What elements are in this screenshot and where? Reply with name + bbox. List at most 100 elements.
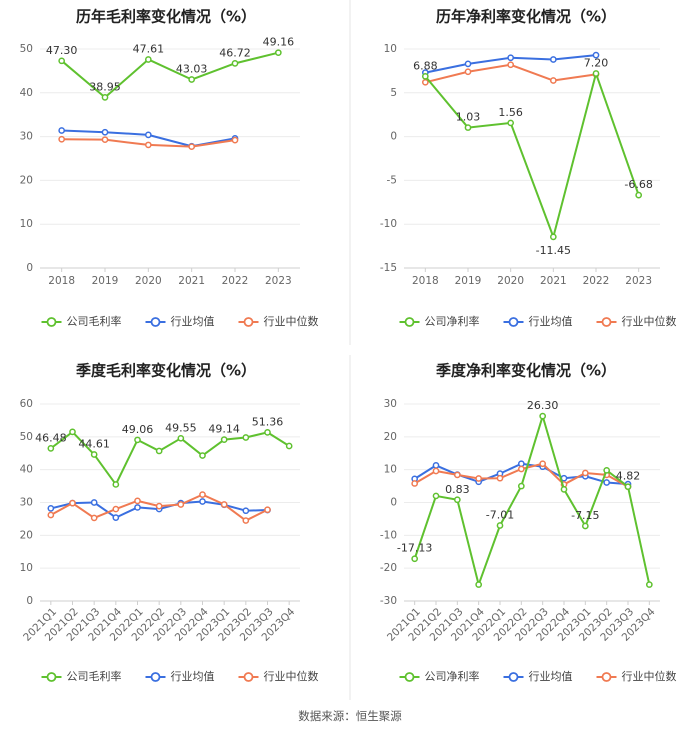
legend-item[interactable]: 公司毛利率 xyxy=(41,669,122,683)
data-point-company xyxy=(549,233,557,241)
data-point-avg xyxy=(507,54,515,62)
data-point-company xyxy=(188,76,196,83)
y-tick-label: 0 xyxy=(26,262,33,274)
data-point-company xyxy=(421,72,429,80)
legend-item[interactable]: 行业均值 xyxy=(503,315,573,328)
data-label: 1.03 xyxy=(456,111,481,124)
series-median xyxy=(47,491,271,524)
data-point-avg xyxy=(134,504,141,511)
data-point-avg xyxy=(101,128,109,136)
data-point-avg xyxy=(464,60,472,68)
data-point-company xyxy=(155,447,163,455)
data-label: 1.56 xyxy=(498,106,523,119)
data-label: -7.01 xyxy=(486,509,514,522)
data-label: 51.36 xyxy=(252,415,284,428)
series-line-company xyxy=(50,430,290,486)
legend-swatch-marker xyxy=(243,672,254,682)
data-point-company xyxy=(453,496,461,504)
data-point-median xyxy=(432,467,440,475)
legend-swatch-marker xyxy=(243,317,254,327)
y-tick-label: 20 xyxy=(20,174,33,186)
chart-panel-4: 季度净利率变化情况（%）-30-20-1001020302021Q12021Q2… xyxy=(380,362,677,684)
legend-label: 行业均值 xyxy=(529,670,573,683)
y-tick-label: 50 xyxy=(20,43,33,55)
data-point-company xyxy=(581,522,589,530)
legend-item[interactable]: 行业中位数 xyxy=(596,314,677,328)
data-label: 47.30 xyxy=(46,44,78,57)
legend-item[interactable]: 行业中位数 xyxy=(238,669,319,683)
data-point-median xyxy=(58,135,66,143)
data-point-company xyxy=(464,124,472,131)
legend-label: 公司净利率 xyxy=(425,669,480,683)
legend-item[interactable]: 行业均值 xyxy=(145,670,215,683)
legend-swatch-marker xyxy=(150,672,161,682)
data-point-median xyxy=(507,61,515,69)
y-tick-label: 20 xyxy=(384,431,397,443)
series-median xyxy=(58,135,239,151)
y-tick-label: 0 xyxy=(390,131,397,143)
data-point-company xyxy=(47,445,55,452)
data-point-median xyxy=(475,475,483,482)
legend-label: 行业均值 xyxy=(529,315,573,328)
legend-item[interactable]: 行业均值 xyxy=(145,315,215,328)
y-tick-label: 50 xyxy=(20,431,33,443)
data-point-company xyxy=(560,486,568,493)
series-company xyxy=(58,49,282,101)
x-tick-label: 2021 xyxy=(178,275,205,287)
legend-item[interactable]: 行业中位数 xyxy=(238,314,319,328)
y-tick-label: 0 xyxy=(390,497,397,509)
data-label: 47.61 xyxy=(133,42,165,55)
legend-item[interactable]: 行业中位数 xyxy=(596,669,677,683)
data-label: -17.13 xyxy=(397,542,432,555)
data-point-avg xyxy=(549,56,557,63)
data-point-median xyxy=(144,141,152,149)
legend-label: 行业中位数 xyxy=(622,314,677,328)
y-tick-label: 40 xyxy=(20,464,33,476)
legend-label: 行业均值 xyxy=(171,670,215,683)
data-point-avg xyxy=(90,499,98,506)
data-point-median xyxy=(517,465,525,473)
data-point-avg xyxy=(112,514,120,521)
x-tick-label: 2018 xyxy=(48,275,75,287)
legend-swatch-marker xyxy=(601,672,612,682)
data-point-median xyxy=(112,505,120,513)
data-label: -11.45 xyxy=(536,244,571,257)
chart-title: 历年净利率变化情况（%） xyxy=(436,8,616,26)
legend-swatch-marker xyxy=(404,672,415,682)
data-point-avg xyxy=(603,479,611,486)
y-tick-label: -5 xyxy=(387,174,397,186)
chart-panel-1: 历年毛利率变化情况（%） 0 10 20 30 40 50 2018 2019 2020 2021 2… xyxy=(20,8,319,329)
data-point-avg xyxy=(592,51,600,59)
legend-item[interactable]: 公司净利率 xyxy=(399,314,480,328)
y-tick-label: 30 xyxy=(384,398,397,410)
legend-item[interactable]: 公司净利率 xyxy=(399,669,480,683)
legend: 公司毛利率 行业均值 行业中位数 xyxy=(41,669,319,683)
legend-item[interactable]: 公司毛利率 xyxy=(41,314,122,328)
data-point-median xyxy=(134,497,141,505)
data-point-company xyxy=(285,442,293,450)
data-point-company xyxy=(475,581,483,588)
y-tick-label: 20 xyxy=(20,529,33,541)
data-point-company xyxy=(220,436,228,444)
data-point-company xyxy=(242,434,250,441)
data-point-avg xyxy=(517,460,525,468)
y-tick-label: 40 xyxy=(20,87,33,99)
series-company xyxy=(421,70,643,241)
data-point-company xyxy=(199,452,206,459)
legend-item[interactable]: 行业均值 xyxy=(503,670,573,683)
y-tick-label: -30 xyxy=(380,595,397,607)
data-point-company xyxy=(539,412,547,420)
data-label: 43.03 xyxy=(176,63,208,76)
legend-swatch-marker xyxy=(150,317,161,327)
x-tick-label: 2020 xyxy=(135,275,162,287)
data-point-median xyxy=(453,471,461,479)
y-tick-label: 10 xyxy=(384,43,397,55)
series-company xyxy=(47,428,293,488)
data-point-company xyxy=(507,119,515,127)
legend-swatch-marker xyxy=(46,317,57,327)
chart-title: 历年毛利率变化情况（%） xyxy=(76,8,256,26)
data-point-company xyxy=(69,428,76,436)
data-point-median xyxy=(264,506,271,514)
data-source-note: 数据来源：恒生聚源 xyxy=(298,709,402,723)
